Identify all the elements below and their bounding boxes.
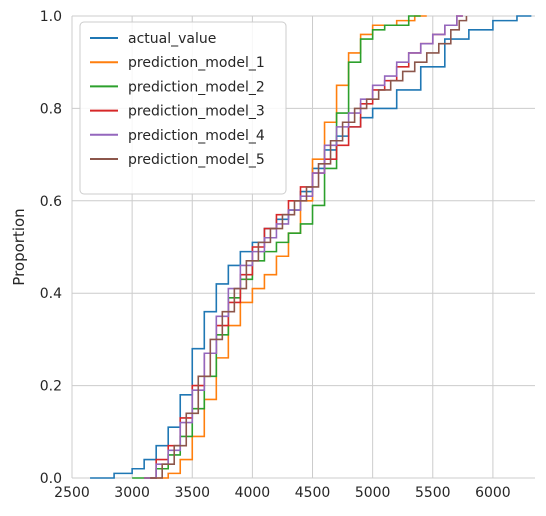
series-line-prediction-model-1 [144,15,427,479]
tick-labels: 2500 3000 3500 4000 4500 5000 5500 6000 0.0 0.2 0.… [40,9,511,501]
x-tick-label: 4000 [235,485,271,501]
y-tick-label: 0.4 [40,286,62,302]
series-line-prediction-model-2 [132,15,421,479]
legend: actual_value prediction_model_1 prediction… [79,21,287,195]
series-line-prediction-model-5 [150,16,468,479]
x-tick-label: 2500 [54,485,90,501]
series-lines [90,15,532,479]
x-tick-label: 5500 [415,485,451,501]
x-tick-label: 5000 [355,485,391,501]
x-tick-label: 3000 [114,485,150,501]
y-tick-label: 0.8 [40,101,62,117]
x-tick-label: 6000 [475,485,511,501]
x-tick-label: 3500 [174,485,210,501]
legend-label-prediction-model-1: prediction_model_1 [128,55,265,71]
legend-label-prediction-model-5: prediction_model_5 [128,152,265,168]
legend-label-prediction-model-2: prediction_model_2 [128,79,265,95]
legend-label-prediction-model-4: prediction_model_4 [128,128,265,144]
y-tick-label: 0.2 [40,379,62,395]
y-tick-label: 0.0 [40,471,62,487]
y-tick-label: 0.6 [40,194,62,210]
x-tick-label: 4500 [295,485,331,501]
legend-box [79,21,287,195]
legend-label-actual-value: actual_value [128,31,216,47]
y-tick-label: 1.0 [40,9,62,25]
legend-label-prediction-model-3: prediction_model_3 [128,104,265,120]
y-axis-title: Proportion [10,208,28,285]
